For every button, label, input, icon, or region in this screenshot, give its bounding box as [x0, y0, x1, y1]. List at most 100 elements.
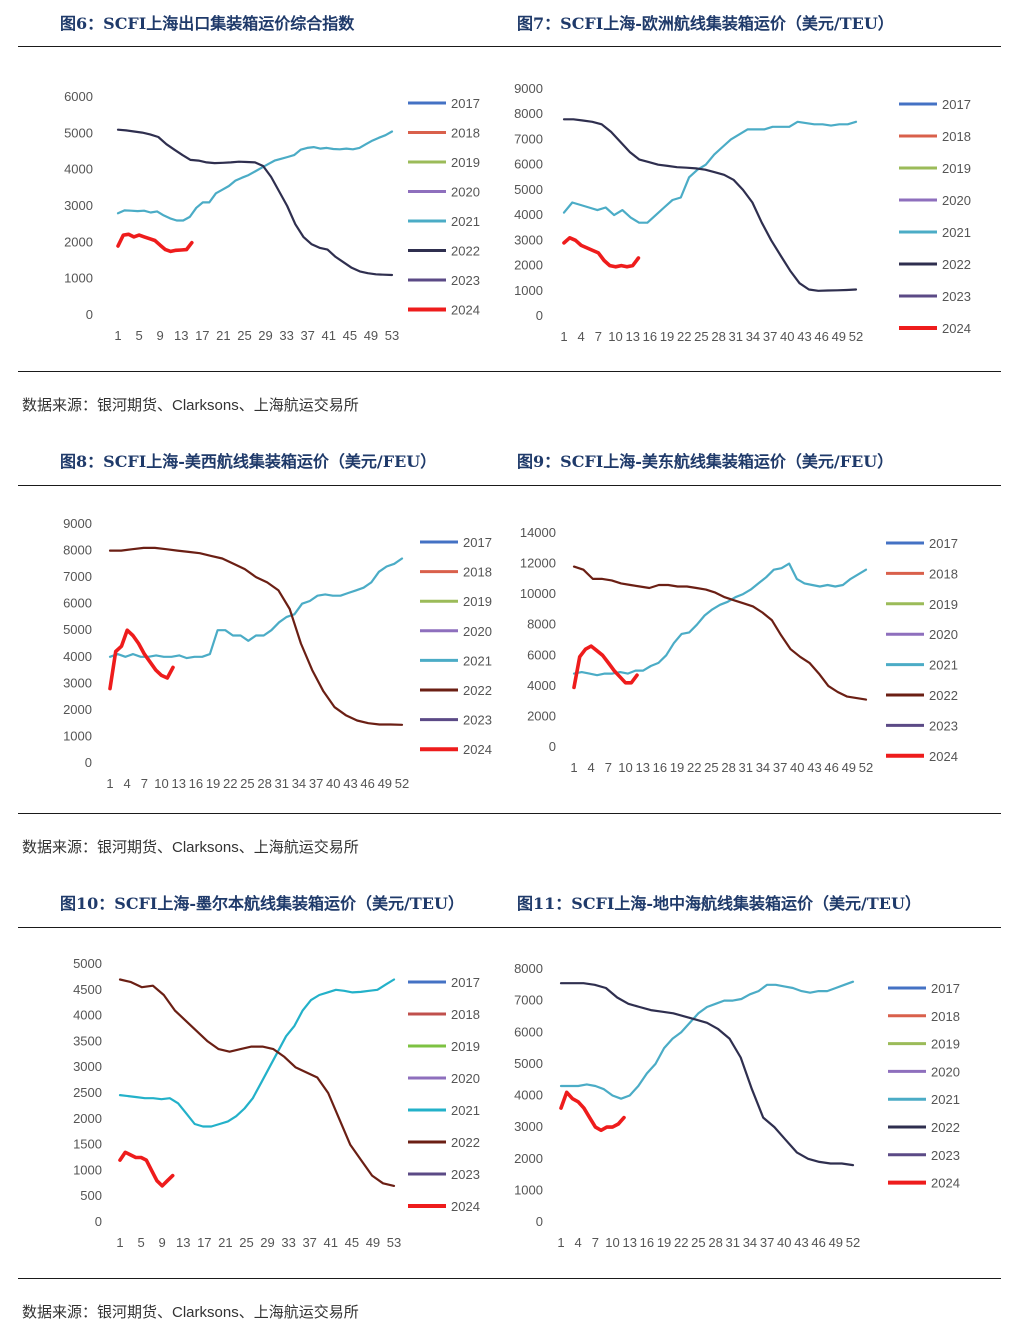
legend-label-2017: 2017 [931, 981, 960, 996]
legend-label-2020: 2020 [929, 627, 958, 642]
x-tick-label: 13 [622, 1235, 636, 1250]
y-tick-label: 3000 [63, 675, 92, 690]
series-line-2021 [118, 978, 396, 1128]
series-line-2021 [108, 557, 404, 660]
x-tick-label: 49 [378, 776, 392, 791]
x-tick-label: 25 [237, 328, 251, 343]
x-tick-label: 17 [197, 1235, 211, 1250]
legend-label-2018: 2018 [463, 565, 492, 580]
x-tick-label: 52 [395, 776, 409, 791]
legend-label-2024: 2024 [929, 749, 958, 764]
y-tick-label: 5000 [514, 1056, 543, 1071]
y-tick-label: 5000 [514, 182, 543, 197]
y-tick-label: 2000 [63, 702, 92, 717]
legend-label-2017: 2017 [929, 536, 958, 551]
legend-label-2020: 2020 [451, 1071, 480, 1086]
series-line-2022 [108, 546, 404, 726]
legend-label-2019: 2019 [451, 155, 480, 170]
legend-label-2019: 2019 [463, 594, 492, 609]
x-tick-label: 28 [257, 776, 271, 791]
x-tick-label: 49 [364, 328, 378, 343]
x-tick-label: 19 [657, 1235, 671, 1250]
legend-label-2022: 2022 [942, 257, 971, 272]
x-tick-label: 37 [309, 776, 323, 791]
y-tick-label: 4000 [73, 1008, 102, 1023]
data-source: 数据来源：银河期货、Clarksons、上海航运交易所 [22, 1304, 359, 1321]
x-tick-label: 43 [343, 776, 357, 791]
x-tick-label: 13 [171, 776, 185, 791]
y-tick-label: 2500 [73, 1085, 102, 1100]
x-tick-label: 31 [729, 329, 743, 344]
legend-label-2021: 2021 [463, 653, 492, 668]
x-tick-label: 33 [279, 328, 293, 343]
x-tick-label: 37 [760, 1235, 774, 1250]
y-tick-label: 0 [536, 308, 543, 323]
x-tick-label: 34 [743, 1235, 757, 1250]
chart-title: 图9：SCFI上海-美东航线集装箱运价（美元/FEU） [517, 452, 894, 471]
legend-label-2024: 2024 [451, 303, 480, 318]
x-tick-label: 41 [324, 1235, 338, 1250]
legend-label-2020: 2020 [451, 185, 480, 200]
series-line-2022 [559, 982, 855, 1167]
y-tick-label: 4000 [514, 1088, 543, 1103]
x-tick-label: 49 [832, 329, 846, 344]
x-tick-label: 22 [674, 1235, 688, 1250]
chart-melbourne-route: 0 500 1000 1500 2000 2500 3000 3500 4000 4500 5000… [73, 956, 480, 1250]
y-tick-label: 6000 [63, 596, 92, 611]
y-tick-label: 1000 [64, 271, 93, 286]
x-tick-label: 19 [670, 760, 684, 775]
chart-title: 图11：SCFI上海-地中海航线集装箱运价（美元/TEU） [517, 894, 921, 913]
y-tick-label: 7000 [514, 131, 543, 146]
legend-label-2023: 2023 [451, 1167, 480, 1182]
series-line-2024 [108, 628, 175, 691]
series-line-2024 [118, 1150, 175, 1188]
x-tick-label: 37 [773, 760, 787, 775]
y-tick-label: 0 [536, 1214, 543, 1229]
x-tick-label: 1 [557, 1235, 564, 1250]
legend-label-2023: 2023 [451, 273, 480, 288]
legend-label-2017: 2017 [451, 975, 480, 990]
series-line-2024 [572, 644, 639, 690]
x-tick-label: 10 [605, 1235, 619, 1250]
x-tick-label: 13 [176, 1235, 190, 1250]
divider [18, 46, 1001, 47]
x-tick-label: 37 [300, 328, 314, 343]
divider [18, 927, 1001, 928]
legend-label-2018: 2018 [451, 126, 480, 141]
y-tick-label: 1000 [63, 728, 92, 743]
divider [18, 1278, 1001, 1279]
x-tick-label: 10 [618, 760, 632, 775]
y-tick-label: 6000 [64, 89, 93, 104]
legend-label-2023: 2023 [929, 718, 958, 733]
y-tick-label: 2000 [73, 1111, 102, 1126]
series-line-2024 [116, 232, 194, 254]
y-tick-label: 2000 [527, 708, 556, 723]
series-line-2024 [559, 1090, 626, 1133]
x-tick-label: 7 [141, 776, 148, 791]
x-tick-label: 34 [756, 760, 770, 775]
y-tick-label: 10000 [520, 586, 556, 601]
x-tick-label: 25 [691, 1235, 705, 1250]
chart-title: 图8：SCFI上海-美西航线集装箱运价（美元/FEU） [60, 452, 437, 471]
x-tick-label: 40 [790, 760, 804, 775]
legend-label-2019: 2019 [931, 1037, 960, 1052]
y-tick-label: 3000 [64, 198, 93, 213]
x-tick-label: 37 [763, 329, 777, 344]
y-tick-label: 1500 [73, 1137, 102, 1152]
x-tick-label: 13 [625, 329, 639, 344]
x-tick-label: 16 [189, 776, 203, 791]
y-tick-label: 2000 [514, 258, 543, 273]
legend-label-2022: 2022 [931, 1120, 960, 1135]
y-tick-label: 7000 [514, 993, 543, 1008]
y-tick-label: 4000 [514, 207, 543, 222]
y-tick-label: 9000 [63, 516, 92, 531]
x-tick-label: 52 [859, 760, 873, 775]
legend-label-2019: 2019 [942, 161, 971, 176]
x-tick-label: 25 [694, 329, 708, 344]
chart-scfi-composite: 0 1000 2000 3000 4000 5000 6000 1 5 9 13 17 21 25 29 33… [64, 89, 480, 343]
legend-label-2018: 2018 [451, 1007, 480, 1022]
x-tick-label: 17 [195, 328, 209, 343]
y-tick-label: 8000 [514, 961, 543, 976]
legend-label-2024: 2024 [931, 1176, 960, 1191]
y-tick-label: 6000 [514, 157, 543, 172]
